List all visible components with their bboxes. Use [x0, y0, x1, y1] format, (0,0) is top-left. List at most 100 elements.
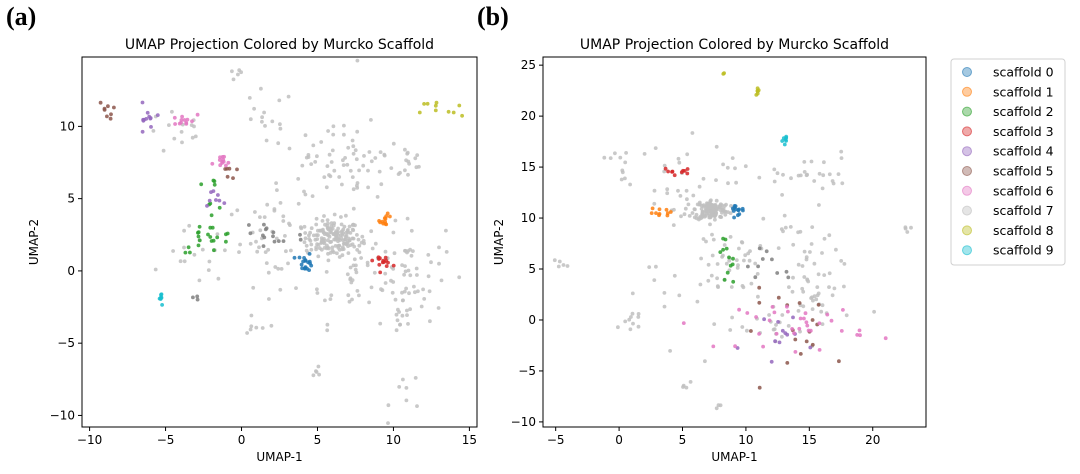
- point-scaffold-7: [178, 259, 183, 264]
- point-scaffold-7: [329, 160, 334, 164]
- point-scaffold-7: [395, 318, 400, 323]
- point-scaffold-7: [403, 168, 407, 173]
- point-scaffold-7: [756, 294, 760, 299]
- point-scaffold-7: [248, 327, 253, 332]
- point-scaffold-7: [827, 172, 832, 177]
- point-other: [746, 264, 750, 269]
- point-scaffold-7: [718, 205, 723, 210]
- point-scaffold-7: [276, 266, 281, 271]
- point-scaffold-7: [247, 96, 252, 100]
- point-scaffold-7: [318, 228, 322, 233]
- point-scaffold-7: [263, 250, 268, 255]
- point-scaffold-7: [391, 141, 396, 146]
- point-scaffold-7: [400, 313, 405, 318]
- point-scaffold-7: [761, 216, 766, 221]
- point-scaffold-7: [326, 258, 331, 263]
- point-scaffold-7: [725, 165, 730, 170]
- point-scaffold-7: [383, 281, 388, 285]
- point-scaffold-7: [428, 319, 432, 324]
- point-scaffold-7: [729, 285, 734, 289]
- point-scaffold-7: [772, 167, 777, 172]
- point-scaffold-7: [737, 246, 741, 251]
- point-scaffold-7: [730, 315, 734, 320]
- point-scaffold-6: [226, 160, 231, 165]
- point-scaffold-7: [323, 222, 327, 227]
- point-scaffold-7: [262, 215, 267, 220]
- point-scaffold-7: [257, 245, 261, 250]
- point-scaffold-7: [810, 307, 815, 311]
- point-scaffold-7: [397, 385, 402, 389]
- point-scaffold-4: [141, 118, 146, 123]
- point-scaffold-7: [206, 268, 211, 272]
- point-scaffold-4: [762, 317, 766, 322]
- point-scaffold-5: [757, 300, 762, 305]
- point-scaffold-6: [798, 316, 803, 321]
- point-scaffold-7: [695, 299, 700, 304]
- point-scaffold-4: [145, 110, 150, 115]
- point-scaffold-7: [193, 134, 198, 139]
- point-scaffold-7: [697, 217, 701, 222]
- point-scaffold-7: [350, 227, 355, 232]
- point-scaffold-7: [357, 293, 361, 298]
- point-scaffold-7: [755, 272, 760, 276]
- point-scaffold-6: [681, 321, 686, 325]
- point-scaffold-2: [212, 179, 217, 184]
- point-scaffold-7: [346, 293, 351, 298]
- point-scaffold-7: [676, 188, 680, 193]
- point-scaffold-7: [709, 273, 714, 278]
- point-scaffold-7: [728, 328, 733, 332]
- chart-a: −10 −5 0 5 10 15 −10 −5 0 5 10 UMAP Projection Colo…: [27, 37, 478, 464]
- point-scaffold-7: [170, 109, 174, 114]
- point-scaffold-7: [380, 288, 385, 293]
- point-scaffold-7: [273, 265, 278, 269]
- point-scaffold-7: [287, 146, 292, 151]
- point-scaffold-2: [211, 238, 216, 243]
- point-scaffold-6: [177, 121, 182, 126]
- point-scaffold-6: [797, 326, 802, 331]
- point-scaffold-7: [325, 218, 330, 223]
- point-scaffold-7: [350, 175, 355, 180]
- point-other: [271, 230, 276, 235]
- point-scaffold-0: [732, 204, 737, 208]
- point-scaffold-7: [398, 170, 402, 175]
- point-scaffold-7: [215, 232, 220, 237]
- point-scaffold-7: [820, 186, 825, 191]
- point-scaffold-7: [254, 239, 258, 244]
- point-scaffold-7: [703, 359, 707, 364]
- point-scaffold-5: [231, 176, 235, 181]
- point-scaffold-7: [230, 69, 234, 74]
- point-scaffold-2: [197, 238, 202, 243]
- point-scaffold-7: [677, 160, 682, 165]
- point-scaffold-6: [757, 332, 761, 336]
- point-scaffold-7: [406, 172, 410, 177]
- point-scaffold-2: [722, 278, 727, 282]
- point-scaffold-7: [704, 208, 708, 213]
- point-scaffold-7: [421, 287, 425, 292]
- point-scaffold-8: [460, 113, 464, 118]
- point-scaffold-7: [341, 231, 345, 236]
- point-scaffold-7: [708, 215, 713, 220]
- point-scaffold-7: [706, 278, 711, 283]
- point-scaffold-7: [747, 258, 752, 263]
- point-scaffold-7: [814, 297, 819, 302]
- point-scaffold-7: [274, 236, 279, 241]
- point-scaffold-7: [356, 237, 361, 242]
- x-tick-label: 5: [679, 433, 687, 447]
- point-scaffold-7: [325, 328, 330, 333]
- legend-label: scaffold 6: [993, 183, 1054, 198]
- point-scaffold-7: [618, 155, 623, 160]
- point-scaffold-6: [793, 350, 798, 354]
- point-scaffold-7: [372, 270, 377, 275]
- point-scaffold-7: [366, 168, 370, 173]
- point-scaffold-7: [820, 322, 825, 326]
- x-axis-label: UMAP-1: [256, 450, 302, 464]
- point-scaffold-7: [630, 311, 635, 316]
- point-scaffold-7: [389, 166, 394, 171]
- point-scaffold-7: [278, 122, 282, 127]
- point-scaffold-7: [361, 163, 366, 168]
- point-scaffold-7: [718, 215, 723, 219]
- point-scaffold-7: [309, 226, 314, 231]
- point-scaffold-6: [220, 161, 225, 165]
- point-scaffold-7: [182, 259, 187, 264]
